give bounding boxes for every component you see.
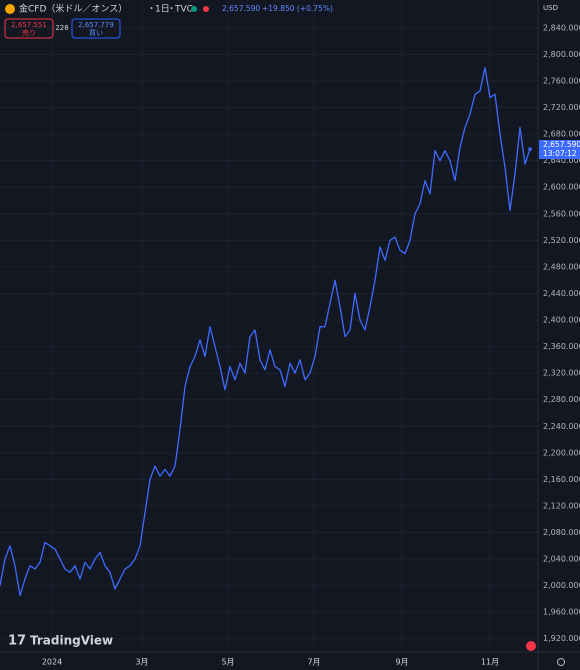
event-icon[interactable] [526, 641, 536, 651]
y-tick-label: 2,360.000 [543, 342, 580, 351]
symbol-title: 金CFD（米ドル／オンス） [19, 3, 127, 15]
y-tick-label: 2,840.000 [543, 23, 580, 32]
y-tick-label: 2,560.000 [543, 209, 580, 218]
countdown: 13:07:12 [543, 149, 577, 158]
y-tick-label: 2,760.000 [543, 77, 580, 86]
symbol-icon [5, 4, 15, 14]
y-tick-label: 2,120.000 [543, 501, 580, 510]
grid [0, 0, 538, 652]
x-tick-label: 11月 [481, 658, 499, 667]
x-tick-label: 9月 [395, 658, 408, 667]
buy-label[interactable]: 買い [89, 29, 103, 37]
status-dot [203, 6, 209, 12]
sell-label[interactable]: 売り [22, 28, 36, 37]
buy-price[interactable]: 2,657.779 [78, 21, 114, 29]
logo-mark: 𝟭𝟳 [8, 634, 26, 649]
settings-icon[interactable] [557, 658, 565, 666]
y-tick-label: 2,000.000 [543, 581, 580, 590]
price-tag-label: 2,657.590 [543, 140, 580, 149]
price-change: +19.850 (+0.75%) [262, 4, 333, 13]
y-tick-label: 2,800.000 [543, 50, 580, 59]
y-tick-label: 2,440.000 [543, 289, 580, 298]
last-price: 2,657.590 [222, 4, 260, 13]
y-tick-label: 2,240.000 [543, 422, 580, 431]
y-tick-label: 2,200.000 [543, 448, 580, 457]
brand: TradingView [30, 634, 113, 648]
x-tick-label: 3月 [135, 658, 148, 667]
y-tick-label: 2,480.000 [543, 262, 580, 271]
separator-dot: ・ [147, 5, 156, 15]
interval: 1日 [155, 4, 170, 15]
currency: USD [543, 4, 558, 12]
y-tick-label: 2,320.000 [543, 369, 580, 378]
y-tick-label: 2,040.000 [543, 555, 580, 564]
y-tick-label: 2,520.000 [543, 236, 580, 245]
y-tick-label: 2,720.000 [543, 103, 580, 112]
spread: 228 [55, 24, 68, 32]
y-tick-label: 2,400.000 [543, 316, 580, 325]
buy-button[interactable] [71, 18, 121, 39]
price-line [0, 67, 531, 597]
separator-dot: ・ [167, 5, 176, 15]
y-tick-label: 2,600.000 [543, 183, 580, 192]
status-dot [191, 6, 197, 12]
price-tag [539, 139, 580, 159]
x-tick-label: 5月 [221, 658, 234, 667]
y-tick-label: 2,080.000 [543, 528, 580, 537]
sell-button[interactable] [4, 18, 54, 39]
y-tick-label: 1,960.000 [543, 608, 580, 617]
y-tick-label: 1,920.000 [543, 634, 580, 643]
y-tick-label: 2,680.000 [543, 130, 580, 139]
x-tick-label: 2024 [42, 658, 62, 667]
x-tick-label: 7月 [307, 658, 320, 667]
y-tick-label: 2,640.000 [543, 156, 580, 165]
sell-price[interactable]: 2,657.551 [11, 21, 47, 29]
y-tick-label: 2,160.000 [543, 475, 580, 484]
source: TVC [174, 5, 193, 15]
y-tick-label: 2,280.000 [543, 395, 580, 404]
last-point [528, 147, 532, 151]
